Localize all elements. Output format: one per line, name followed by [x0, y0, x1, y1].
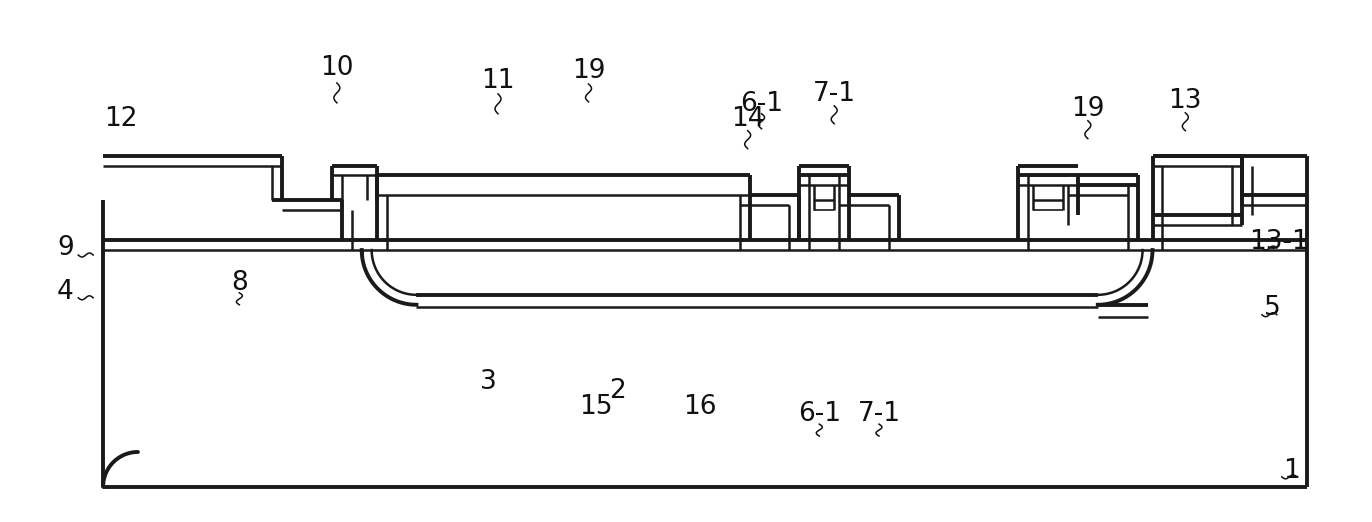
Text: 12: 12 [104, 106, 137, 132]
Text: 2: 2 [609, 378, 626, 405]
Text: 19: 19 [1072, 96, 1104, 122]
Text: 1: 1 [1283, 458, 1301, 484]
Text: 15: 15 [579, 394, 612, 420]
Text: 3: 3 [480, 370, 497, 395]
Text: 13-1: 13-1 [1249, 229, 1309, 255]
Text: 8: 8 [230, 270, 248, 296]
Text: 6-1: 6-1 [740, 91, 783, 117]
Text: 14: 14 [731, 106, 764, 132]
Text: 10: 10 [320, 55, 354, 81]
Text: 11: 11 [482, 68, 514, 94]
Text: 4: 4 [58, 279, 74, 305]
Text: 7-1: 7-1 [858, 401, 900, 427]
Text: 13: 13 [1169, 88, 1202, 114]
Text: 19: 19 [572, 58, 605, 84]
Text: 16: 16 [683, 394, 716, 420]
Text: 5: 5 [1264, 295, 1280, 321]
Text: 9: 9 [58, 235, 74, 261]
Text: 7-1: 7-1 [812, 81, 856, 107]
Text: 6-1: 6-1 [797, 401, 841, 427]
